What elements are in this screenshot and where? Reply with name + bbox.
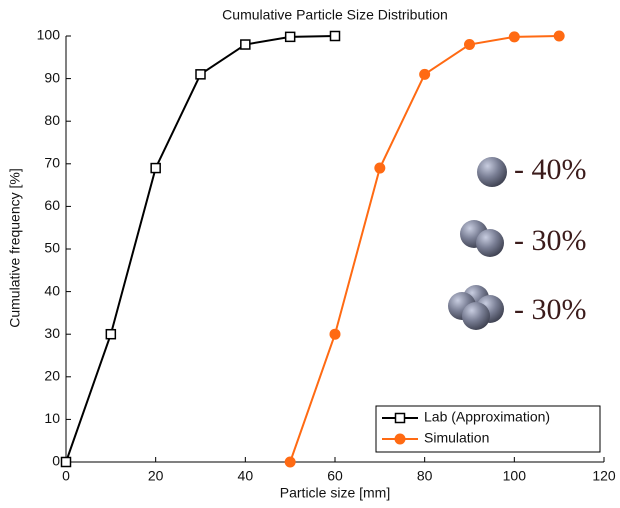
y-tick-label: 70: [44, 155, 60, 171]
marker: [284, 456, 296, 468]
marker: [394, 412, 406, 424]
y-tick-label: 100: [37, 27, 61, 43]
y-tick-label: 50: [44, 240, 60, 256]
marker: [329, 30, 341, 42]
marker: [374, 162, 386, 174]
y-tick-label: 60: [44, 197, 60, 213]
legend-box: [375, 405, 601, 453]
y-tick-label: 0: [52, 453, 60, 469]
annotation: - 40%: [514, 153, 586, 186]
annotation: - 30%: [514, 224, 586, 257]
y-tick-label: 10: [44, 410, 60, 426]
x-axis-label: Particle size [mm]: [280, 485, 390, 501]
y-axis-label: Cumulative frequency [%]: [7, 168, 23, 328]
chart-title: Cumulative Particle Size Distribution: [222, 7, 448, 23]
y-tick-label: 30: [44, 325, 60, 341]
marker: [150, 162, 161, 174]
marker: [195, 69, 206, 80]
y-tick-label: 40: [44, 282, 60, 298]
y-tick-label: 90: [44, 69, 60, 85]
y-tick-label: 80: [44, 112, 60, 128]
particle-icons: [448, 157, 507, 330]
marker: [284, 31, 296, 43]
x-tick-label: 120: [592, 468, 616, 484]
marker: [329, 328, 341, 340]
x-tick-label: 100: [503, 468, 527, 484]
x-tick-label: 40: [238, 468, 254, 484]
series-line: [65, 35, 336, 463]
marker: [553, 30, 565, 42]
legend-label: Lab (Approximation): [424, 409, 550, 425]
marker: [394, 433, 406, 445]
marker: [60, 456, 72, 468]
marker: [105, 328, 117, 340]
legend-label: Simulation: [424, 430, 489, 446]
x-tick-label: 60: [327, 468, 343, 484]
marker: [464, 39, 475, 51]
marker: [419, 68, 431, 80]
x-tick-label: 20: [148, 468, 164, 484]
marker: [240, 39, 251, 50]
y-tick-label: 20: [44, 368, 60, 384]
x-tick-label: 80: [417, 468, 433, 484]
marker: [508, 31, 520, 43]
annotation: - 30%: [514, 293, 586, 326]
x-tick-label: 0: [62, 468, 70, 484]
